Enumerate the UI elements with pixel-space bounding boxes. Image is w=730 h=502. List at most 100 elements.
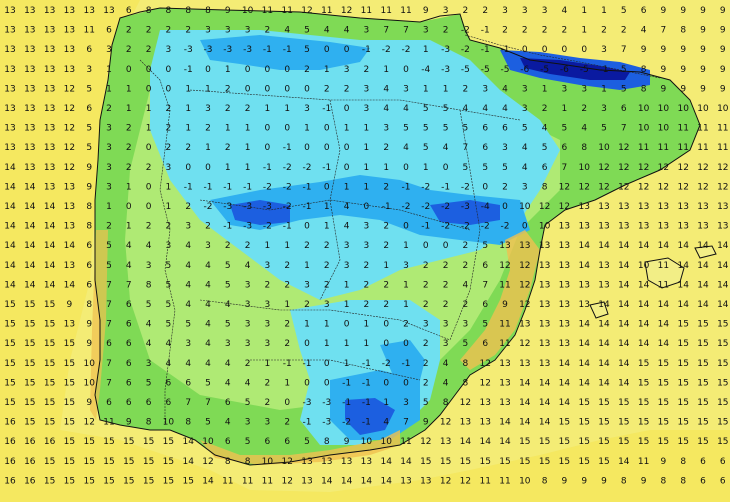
grid-value: 5 xyxy=(423,104,429,114)
grid-value: -1 xyxy=(204,182,213,192)
grid-value: 1 xyxy=(403,300,409,310)
grid-value: 13 xyxy=(658,202,669,212)
grid-value: 2 xyxy=(284,320,290,330)
grid-value: 4 xyxy=(225,359,231,369)
grid-value: 14 xyxy=(677,280,689,290)
grid-value: 8 xyxy=(641,65,647,75)
grid-value: 2 xyxy=(225,84,231,94)
grid-value: 15 xyxy=(4,378,15,388)
grid-value: 2 xyxy=(502,182,508,192)
grid-value: 6 xyxy=(106,26,112,36)
grid-value: 7 xyxy=(463,143,469,153)
grid-value: 6 xyxy=(225,398,231,408)
grid-value: 13 xyxy=(598,261,609,271)
grid-value: 4 xyxy=(482,104,488,114)
grid-value: 12 xyxy=(677,182,688,192)
grid-value: 15 xyxy=(83,437,94,447)
grid-value: 2 xyxy=(423,280,429,290)
grid-value: 8 xyxy=(166,6,172,16)
grid-value: 9 xyxy=(680,65,686,75)
grid-value: 9 xyxy=(86,398,92,408)
grid-value: -1 xyxy=(362,398,371,408)
grid-value: 13 xyxy=(361,457,372,467)
grid-value: 5 xyxy=(403,124,409,134)
grid-value: -2 xyxy=(441,222,450,232)
grid-value: 2 xyxy=(185,143,191,153)
grid-value: 3 xyxy=(304,280,310,290)
grid-value: 14 xyxy=(578,378,590,388)
grid-value: 15 xyxy=(677,320,688,330)
grid-value: 8 xyxy=(146,418,152,428)
grid-value: 12 xyxy=(717,163,728,173)
land-dark-blue xyxy=(520,58,630,80)
grid-value: 13 xyxy=(440,437,451,447)
grid-value: 4 xyxy=(245,378,251,388)
grid-value: 13 xyxy=(559,280,570,290)
grid-value: -3 xyxy=(461,202,470,212)
grid-value: 15 xyxy=(677,339,688,349)
grid-value: 11 xyxy=(321,6,332,16)
grid-value: 11 xyxy=(717,143,728,153)
grid-value: 1 xyxy=(344,300,350,310)
grid-value: 3 xyxy=(403,84,409,94)
grid-value: 0 xyxy=(284,84,290,94)
grid-value: 6 xyxy=(126,339,132,349)
grid-value: -1 xyxy=(243,182,252,192)
grid-value: 13 xyxy=(24,65,35,75)
grid-value: -1 xyxy=(362,418,371,428)
grid-value: 0 xyxy=(265,143,271,153)
grid-value: 9 xyxy=(641,476,647,486)
grid-value: -3 xyxy=(322,418,331,428)
grid-value: 10 xyxy=(717,104,729,114)
grid-value: 1 xyxy=(403,241,409,251)
grid-value: 8 xyxy=(621,476,627,486)
grid-value: 15 xyxy=(717,359,728,369)
grid-value: 2 xyxy=(185,202,191,212)
grid-value: 15 xyxy=(677,418,688,428)
grid-value: 14 xyxy=(519,378,531,388)
grid-value: 2 xyxy=(126,143,132,153)
grid-value: 14 xyxy=(578,320,590,330)
grid-value: 2 xyxy=(205,222,211,232)
grid-value: 13 xyxy=(44,45,55,55)
grid-value: 16 xyxy=(24,457,36,467)
grid-value: 2 xyxy=(364,65,370,75)
grid-value: 14 xyxy=(44,222,56,232)
grid-value: 2 xyxy=(383,143,389,153)
grid-value: 15 xyxy=(697,320,708,330)
grid-value: 12 xyxy=(519,280,530,290)
grid-value: 0 xyxy=(562,45,568,55)
grid-value: 2 xyxy=(225,241,231,251)
grid-value: 1 xyxy=(106,65,112,75)
grid-value: 14 xyxy=(479,437,491,447)
grid-value: 16 xyxy=(24,437,36,447)
grid-value: 1 xyxy=(423,84,429,94)
grid-value: 0 xyxy=(383,339,389,349)
grid-value: 12 xyxy=(697,182,708,192)
grid-value: 2 xyxy=(344,84,350,94)
grid-value: 3 xyxy=(502,143,508,153)
grid-value: 15 xyxy=(103,476,114,486)
grid-value: 15 xyxy=(103,457,114,467)
grid-value: 1 xyxy=(225,65,231,75)
grid-value: 3 xyxy=(166,241,172,251)
grid-value: 1 xyxy=(304,320,310,330)
grid-value: 12 xyxy=(64,163,75,173)
grid-value: 8 xyxy=(542,182,548,192)
grid-value: 15 xyxy=(618,418,629,428)
grid-value: 14 xyxy=(618,320,630,330)
grid-value: 3 xyxy=(443,320,449,330)
grid-value: 12 xyxy=(479,359,490,369)
grid-value: 3 xyxy=(106,182,112,192)
grid-value: 14 xyxy=(24,280,36,290)
grid-value: 8 xyxy=(324,437,330,447)
grid-value: 10 xyxy=(242,6,254,16)
grid-value: 11 xyxy=(717,124,728,134)
grid-value: -1 xyxy=(303,418,312,428)
grid-value: 0 xyxy=(205,163,211,173)
grid-value: 6 xyxy=(86,280,92,290)
grid-value: 1 xyxy=(284,300,290,310)
grid-value: 9 xyxy=(700,45,706,55)
grid-value: 15 xyxy=(559,437,570,447)
grid-value: 15 xyxy=(697,378,708,388)
